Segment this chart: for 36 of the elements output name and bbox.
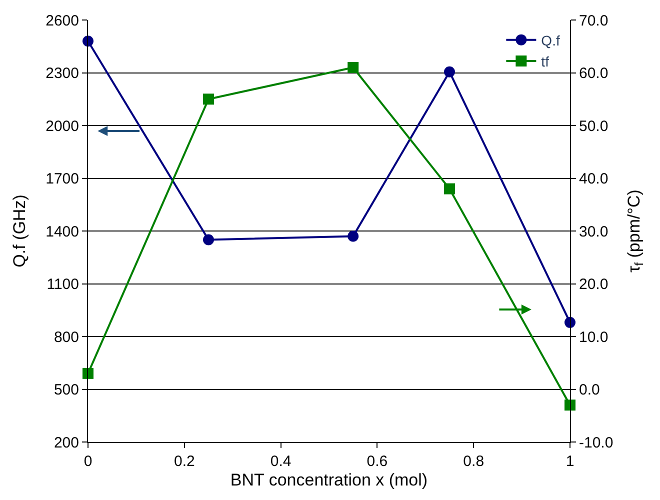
y-tick-label: 2300 (46, 65, 79, 82)
y-tick-label: 2600 (46, 12, 79, 30)
y-tick-label: 800 (54, 328, 79, 346)
x-tick-label: 1 (566, 453, 574, 470)
y2-tick-label: 30.0 (579, 223, 608, 240)
y-tick-label: 500 (54, 382, 79, 398)
y-tick-label: 2000 (46, 118, 79, 135)
x-tick-label: 0.6 (366, 453, 388, 470)
point (348, 62, 359, 73)
y2-tick-label: 0.0 (579, 382, 600, 398)
y2-tick-label: 60.0 (579, 65, 608, 82)
x-tick-label: 0.2 (174, 453, 195, 470)
y2-tick-label: 70.0 (579, 12, 608, 30)
point (444, 183, 455, 194)
legend-label: Q.f (541, 32, 560, 48)
y-tick-label: 1400 (46, 223, 79, 240)
y2-tick-label: 50.0 (579, 118, 608, 135)
point (82, 368, 94, 379)
y-tick-label: 1700 (46, 170, 79, 188)
x-tick-label: 0.8 (463, 453, 484, 470)
x-tick-label: 0 (84, 453, 92, 470)
y-tick-label: 200 (54, 434, 79, 452)
y2-tick-label: -10.0 (579, 434, 614, 452)
y-axis-title: Q.f (GHz) (10, 194, 30, 268)
legend-label: tf (541, 53, 550, 70)
x-axis-title: BNT concentration x (mol) (230, 470, 428, 490)
point (203, 234, 214, 246)
y2-tick-label: 40.0 (579, 170, 608, 188)
point (564, 400, 576, 411)
y2-tick-label: 20.0 (579, 276, 608, 293)
x-tick-label: 0.4 (270, 453, 292, 470)
y-tick-label: 1100 (46, 276, 79, 293)
point (348, 230, 359, 242)
point (444, 66, 455, 78)
y2-tick-label: 10.0 (579, 328, 608, 346)
point (203, 94, 214, 105)
